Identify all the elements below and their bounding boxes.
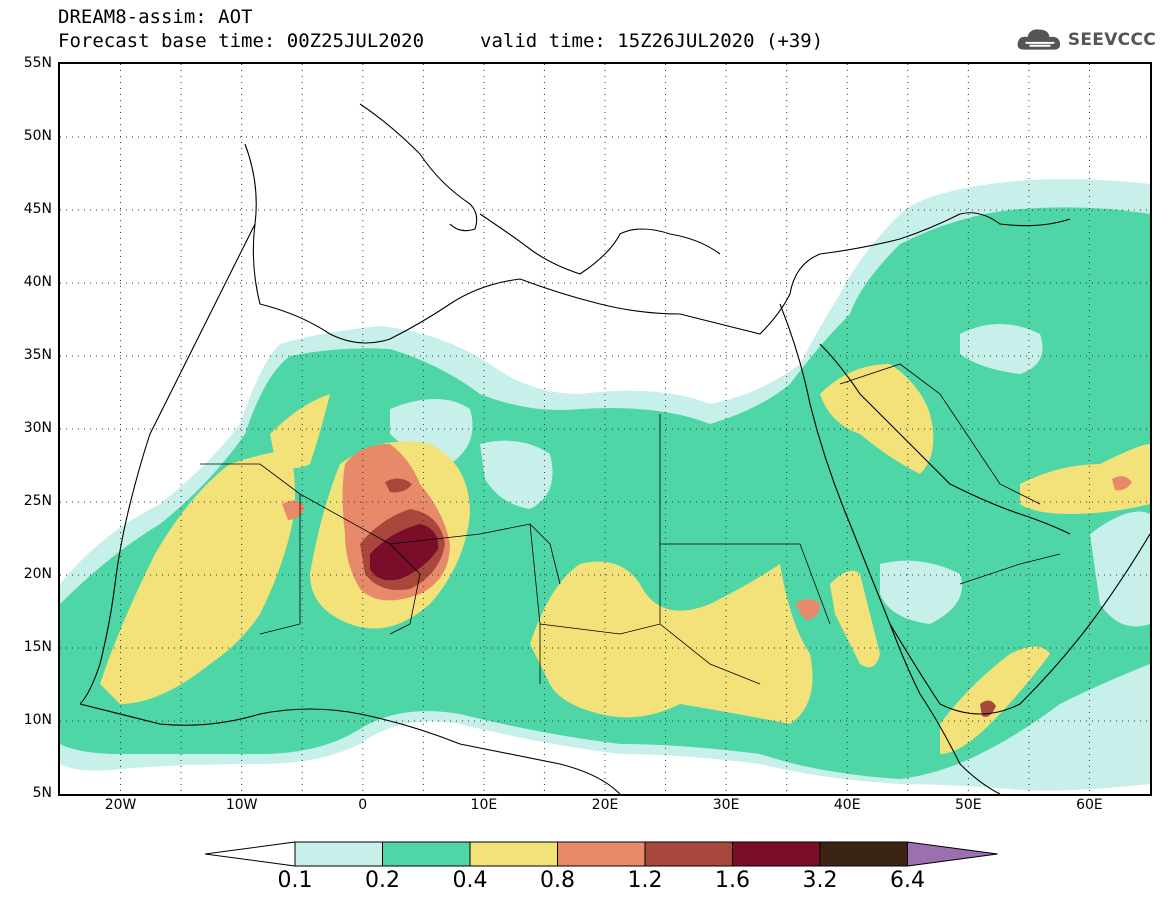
longitude-label: 10E [470,797,498,813]
aot-zone-0.4 [820,364,934,474]
map-panel [58,62,1152,796]
colorbar-level-label: 1.2 [627,868,663,893]
aot-field [60,179,1150,791]
longitude-label: 50E [954,797,982,813]
latitude-label: 10N [23,712,52,728]
aot-zone-0.8 [282,500,305,520]
latitude-label: 35N [23,347,52,363]
aot-zone-0.8 [795,599,820,620]
aot-zone-0.4 [270,394,330,468]
longitude-label: 20E [591,797,619,813]
longitude-label: 20W [104,797,137,813]
latitude-label: 15N [23,639,52,655]
aot-zone-0.8 [1112,476,1132,491]
latitude-label: 25N [23,493,52,509]
valid-time: valid time: 15Z26JUL2020 (+39) [480,30,824,52]
colorbar-under-triangle [205,841,296,867]
colorbar-swatch [557,841,646,867]
longitude-label: 0 [358,797,368,813]
longitude-label: 60E [1076,797,1103,813]
latitude-label: 20N [23,566,52,582]
aot-zone-1.2 [385,478,412,493]
aot-zone-0.4 [100,449,295,704]
aot-patch-low [1090,511,1150,627]
aot-zone-0.2 [60,207,1150,780]
colorbar-level-label: 0.4 [452,868,488,893]
latitude-label: 30N [23,420,52,436]
aot-zone-1.6 [370,524,439,581]
aot-patch-low [480,440,553,509]
forecast-base-time: Forecast base time: 00Z25JUL2020 [58,30,425,52]
colorbar-level-label: 6.4 [890,868,925,893]
aot-patch-low [880,560,962,624]
aot-map [60,64,1150,794]
aot-zone-0.4 [530,561,813,724]
longitude-label: 30E [712,797,740,813]
cloud-icon [1017,29,1061,50]
colorbar-swatch [294,841,383,867]
colorbar [205,841,998,867]
latitude-label: 55N [23,55,52,71]
colorbar-swatch [469,841,558,867]
chart-title: DREAM8-assim: AOT [58,6,253,28]
colorbar-swatch [732,841,821,867]
latitude-label: 45N [23,201,52,217]
aot-patch-low [960,324,1043,374]
latitude-label: 40N [23,274,52,290]
coastlines [79,103,1150,794]
colorbar-swatch [382,841,471,867]
logo-text: SEEVCCC [1067,30,1156,50]
latitude-label: 5N [32,785,52,801]
colorbar-level-label: 3.2 [802,868,838,893]
longitude-label: 40E [833,797,861,813]
colorbar-level-label: 0.2 [365,868,400,893]
colorbar-level-label: 1.6 [715,868,750,893]
seevccc-logo: SEEVCCC [1016,24,1156,56]
colorbar-swatch [644,841,733,867]
colorbar-swatch [819,841,908,867]
country-borders [200,363,1061,685]
aot-zone-0.4 [830,570,880,668]
colorbar-level-label: 0.1 [277,868,313,893]
colorbar-over-triangle [907,841,998,867]
aot-zone-0.4 [1020,444,1150,514]
aot-zone-0.4 [940,646,1050,754]
colorbar-level-label: 0.8 [540,868,575,893]
latitude-label: 50N [23,128,52,144]
longitude-label: 10W [225,797,258,813]
